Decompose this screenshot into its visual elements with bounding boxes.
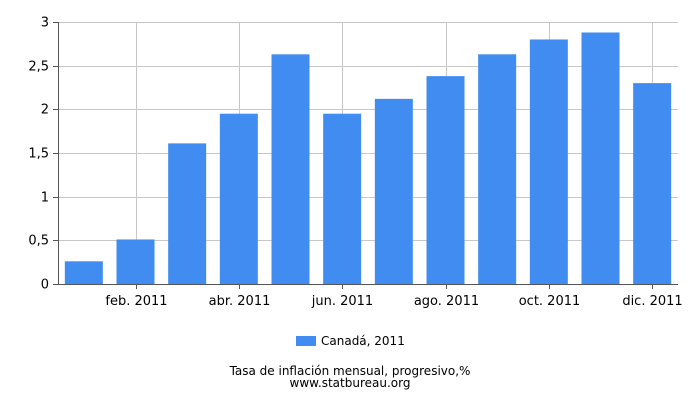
bar: [168, 143, 207, 284]
y-tick-label: 3: [41, 16, 49, 31]
bar: [64, 261, 103, 284]
bar: [374, 98, 413, 284]
y-tick-label: 1: [41, 191, 49, 206]
bar: [426, 76, 465, 284]
y-tick-label: 1,5: [28, 147, 49, 162]
y-tick-label: 0: [41, 278, 49, 293]
y-tick-label: 0,5: [28, 234, 49, 249]
x-tick-label: ago. 2011: [414, 294, 479, 309]
y-tick-label: 2,5: [28, 60, 49, 75]
bar: [219, 113, 258, 284]
bar: [478, 54, 517, 285]
bars: [64, 32, 672, 285]
source-link[interactable]: www.statbureau.org: [289, 376, 411, 390]
bar: [323, 113, 362, 284]
chart-caption: Tasa de inflación mensual, progresivo,%: [229, 364, 471, 378]
x-tick-label: dic. 2011: [622, 294, 682, 309]
bar: [529, 39, 568, 284]
legend-label: Canadá, 2011: [321, 334, 405, 348]
x-tick-label: feb. 2011: [105, 294, 167, 309]
bar: [116, 239, 155, 284]
bar: [633, 83, 672, 284]
bar: [581, 32, 620, 285]
x-tick-label: jun. 2011: [311, 294, 373, 309]
x-tick-label: oct. 2011: [519, 294, 581, 309]
x-tick-label: abr. 2011: [209, 294, 271, 309]
tick-labels: 0 0,5 1 1,5 2 2,5 3 feb. 2011 abr. 2011 jun. 2011…: [28, 16, 682, 310]
legend: Canadá, 2011: [296, 333, 405, 349]
bar: [271, 54, 310, 285]
legend-swatch: [296, 336, 316, 346]
y-tick-label: 2: [41, 103, 49, 118]
axes: [53, 22, 678, 289]
